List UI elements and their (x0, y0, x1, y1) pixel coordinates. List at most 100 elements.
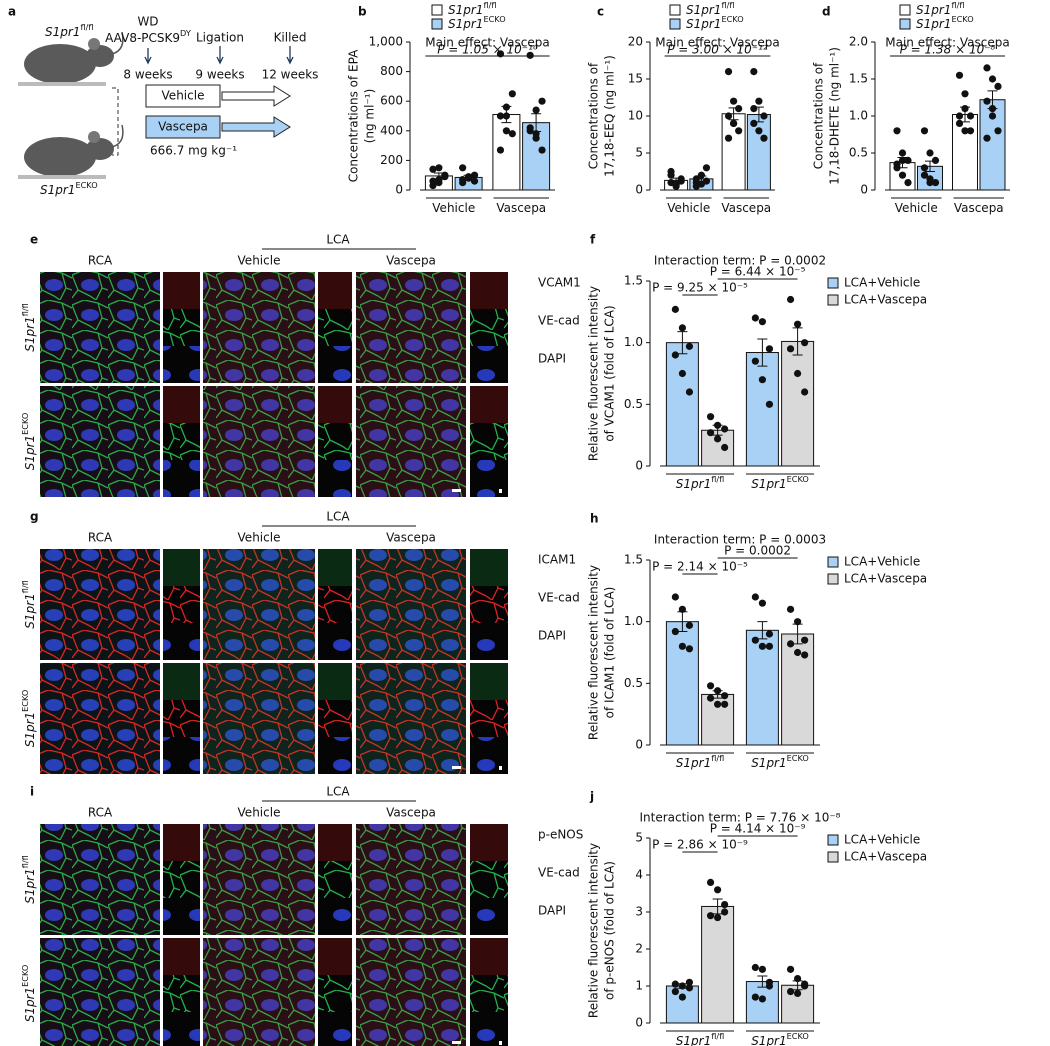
comparison-label: P = 1.05 × 10⁻¹⁰ (437, 43, 538, 57)
y-tick-label: 10 (628, 109, 643, 123)
channel-signal-tint (470, 824, 508, 861)
data-point (758, 318, 767, 326)
channel-signal-tint (163, 663, 200, 700)
data-point (459, 176, 467, 184)
channel-membrane (163, 423, 200, 460)
channel-nuclei (163, 346, 200, 383)
data-point (721, 700, 729, 708)
channel-membrane (470, 975, 508, 1012)
y-tick-label: 0.5 (849, 146, 868, 160)
channel-signal (163, 824, 200, 861)
y-axis-label: Concentrations of (587, 62, 601, 169)
data-point (685, 645, 694, 653)
y-tick-label: 0 (635, 1016, 643, 1030)
data-point (751, 963, 759, 972)
signal-overlay (356, 663, 466, 774)
channel-membrane (163, 975, 200, 1012)
comparison-label: P = 6.44 × 10⁻⁵ (710, 265, 806, 279)
data-point (961, 105, 969, 113)
mouse-tail (111, 124, 124, 148)
y-tick-label: 600 (380, 94, 403, 108)
data-point (893, 160, 901, 168)
error-bar (757, 975, 768, 988)
channel-signal-tint (470, 938, 508, 975)
mouse-body (24, 44, 96, 84)
legend-label: LCA+Vascepa (844, 572, 927, 586)
column-label: RCA (88, 806, 113, 820)
column-label: RCA (88, 254, 113, 268)
channel-signal-tint (163, 386, 200, 423)
legend-swatch (899, 18, 911, 30)
data-point (801, 651, 809, 659)
stain-label: VCAM1 (538, 276, 581, 290)
data-point (671, 305, 679, 313)
legend-swatch (669, 18, 681, 30)
legend-swatch (827, 573, 839, 585)
x-tick-label: S1pr1fl/fl (676, 474, 724, 491)
x-tick-label: Vehicle (667, 201, 710, 215)
y-axis-label: Relative fluorescent intensity (587, 843, 601, 1018)
legend-swatch (827, 294, 839, 306)
micrograph (40, 272, 160, 383)
row-label: S1pr1fl/fl (20, 855, 37, 903)
channel-membrane (163, 861, 200, 898)
x-tick-label-main: Vehicle (667, 201, 710, 215)
micrograph (203, 272, 315, 383)
y-axis-label: of p-eNOS (fold of LCA) (603, 861, 617, 1000)
channel-nuclei (163, 898, 200, 935)
legend-label-main: S1pr1 (448, 3, 483, 17)
data-point (730, 119, 738, 127)
panel-label: f (590, 233, 596, 247)
channel-signal-tint (163, 549, 200, 586)
scale-bar (499, 766, 502, 770)
legend-label: LCA+Vehicle (844, 276, 920, 290)
legend-label: S1pr1ECKO (686, 14, 744, 31)
data-point (926, 149, 934, 157)
channel-signal-tint (318, 663, 352, 700)
annotation-note: Main effect: Vascepa (655, 36, 780, 50)
data-point (893, 127, 901, 135)
y-tick-label: 1 (635, 979, 643, 993)
data-point (988, 112, 997, 120)
x-tick-label: S1pr1ECKO (751, 1031, 809, 1046)
x-tick-label-main: Vascepa (721, 201, 771, 215)
row-label-main: S1pr1 (23, 593, 37, 628)
data-point (470, 171, 479, 179)
stain-label: DAPI (538, 904, 566, 918)
data-point (706, 682, 715, 690)
data-point (735, 105, 743, 113)
data-point (760, 134, 768, 142)
legend-swatch (827, 851, 839, 863)
channel-membrane (163, 586, 200, 623)
channel-nuclei (318, 898, 352, 935)
micrograph (40, 938, 160, 1046)
signal-overlay (203, 824, 315, 935)
channel-signal (318, 824, 352, 861)
legend-swatch (669, 4, 681, 16)
row-label-main: S1pr1 (23, 987, 37, 1022)
data-point (994, 82, 1002, 90)
channel-membrane (163, 309, 200, 346)
channel-signal (470, 549, 508, 586)
x-tick-label: Vehicle (432, 201, 475, 215)
error-bar (792, 327, 803, 356)
micrograph (356, 549, 466, 660)
data-point (961, 127, 969, 135)
micrograph (203, 549, 315, 660)
y-tick-label: 1.5 (624, 553, 643, 567)
channel-nuclei (318, 460, 352, 497)
data-point (730, 97, 738, 105)
channel-nuclei (318, 346, 352, 383)
data-point (801, 339, 809, 347)
channel-nuclei (318, 623, 352, 660)
data-point (429, 181, 437, 190)
data-point (794, 648, 802, 657)
data-point (786, 987, 795, 996)
channel-signal-tint (318, 824, 352, 861)
x-tick-label-sup: fl/fl (711, 753, 724, 763)
data-point (786, 605, 795, 613)
data-point (502, 127, 510, 135)
legend-swatch (827, 277, 839, 289)
channel-signal-tint (318, 386, 352, 423)
y-tick-label: 200 (380, 153, 403, 167)
